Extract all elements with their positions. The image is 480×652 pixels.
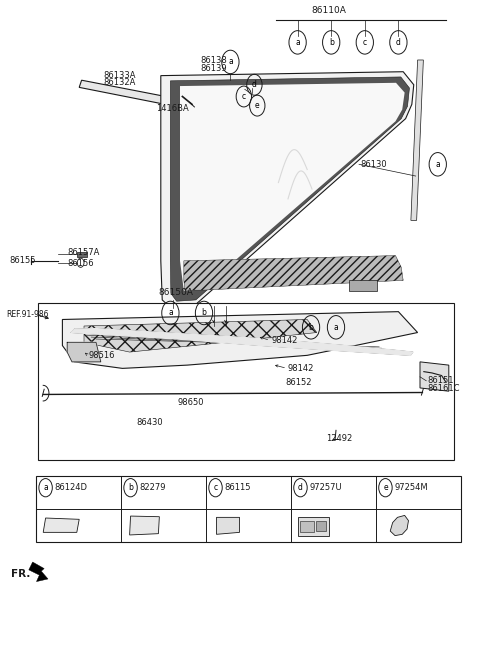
Polygon shape [184, 256, 403, 290]
Text: 86151: 86151 [427, 376, 454, 385]
Text: 82279: 82279 [139, 483, 166, 492]
Text: 86115: 86115 [224, 483, 251, 492]
Text: 98650: 98650 [178, 398, 204, 408]
Circle shape [77, 258, 84, 267]
Polygon shape [411, 60, 423, 220]
Text: 86130: 86130 [360, 160, 386, 169]
Text: 86133A: 86133A [103, 70, 136, 80]
Polygon shape [420, 362, 449, 391]
Text: c: c [214, 483, 217, 492]
Polygon shape [79, 80, 233, 117]
Text: a: a [43, 483, 48, 492]
Polygon shape [216, 518, 240, 535]
Bar [38, 303, 454, 460]
Text: 86155: 86155 [10, 256, 36, 265]
Polygon shape [84, 319, 317, 352]
Text: d: d [252, 80, 257, 89]
Text: 86132A: 86132A [103, 78, 135, 87]
Polygon shape [29, 562, 48, 582]
Bar [77, 252, 87, 257]
Text: 86156: 86156 [67, 259, 94, 268]
Text: 98142: 98142 [271, 336, 298, 345]
Text: e: e [255, 101, 260, 110]
Text: 97257U: 97257U [309, 483, 342, 492]
Text: 86430: 86430 [137, 418, 163, 427]
Text: 86139: 86139 [201, 64, 227, 73]
Text: c: c [242, 92, 246, 101]
Text: 86152: 86152 [286, 378, 312, 387]
Text: 86161C: 86161C [427, 384, 460, 393]
Polygon shape [130, 516, 159, 535]
Polygon shape [43, 518, 79, 532]
Text: b: b [128, 483, 133, 492]
Text: a: a [435, 160, 440, 169]
Text: a: a [334, 323, 338, 332]
Bar [298, 518, 329, 536]
Text: 98142: 98142 [288, 364, 314, 373]
Text: 86150A: 86150A [158, 288, 193, 297]
Polygon shape [161, 72, 414, 310]
Text: 97254M: 97254M [394, 483, 428, 492]
Text: c: c [363, 38, 367, 47]
Polygon shape [170, 77, 409, 301]
Text: 98516: 98516 [89, 351, 115, 360]
Bar [300, 520, 314, 532]
Text: e: e [383, 483, 388, 492]
Text: 86124D: 86124D [54, 483, 87, 492]
Text: 86157A: 86157A [67, 248, 99, 257]
Text: 86138: 86138 [201, 56, 228, 65]
Text: d: d [396, 38, 401, 47]
Text: a: a [168, 308, 173, 318]
Text: b: b [309, 323, 313, 332]
Text: REF.91-986: REF.91-986 [6, 310, 48, 319]
Polygon shape [180, 83, 405, 291]
Text: d: d [298, 483, 303, 492]
Text: a: a [295, 38, 300, 47]
Bar [316, 522, 326, 531]
Text: 86110A: 86110A [312, 6, 346, 15]
Polygon shape [62, 312, 418, 368]
Text: 1416BA: 1416BA [156, 104, 189, 113]
Text: b: b [329, 38, 334, 47]
Text: FR.: FR. [11, 569, 30, 579]
Polygon shape [71, 329, 413, 355]
Polygon shape [390, 515, 408, 536]
Text: a: a [228, 57, 233, 67]
Bar [349, 280, 377, 291]
Text: 12492: 12492 [326, 434, 353, 443]
Polygon shape [67, 342, 101, 362]
Bar [36, 476, 461, 542]
Text: b: b [202, 308, 206, 318]
